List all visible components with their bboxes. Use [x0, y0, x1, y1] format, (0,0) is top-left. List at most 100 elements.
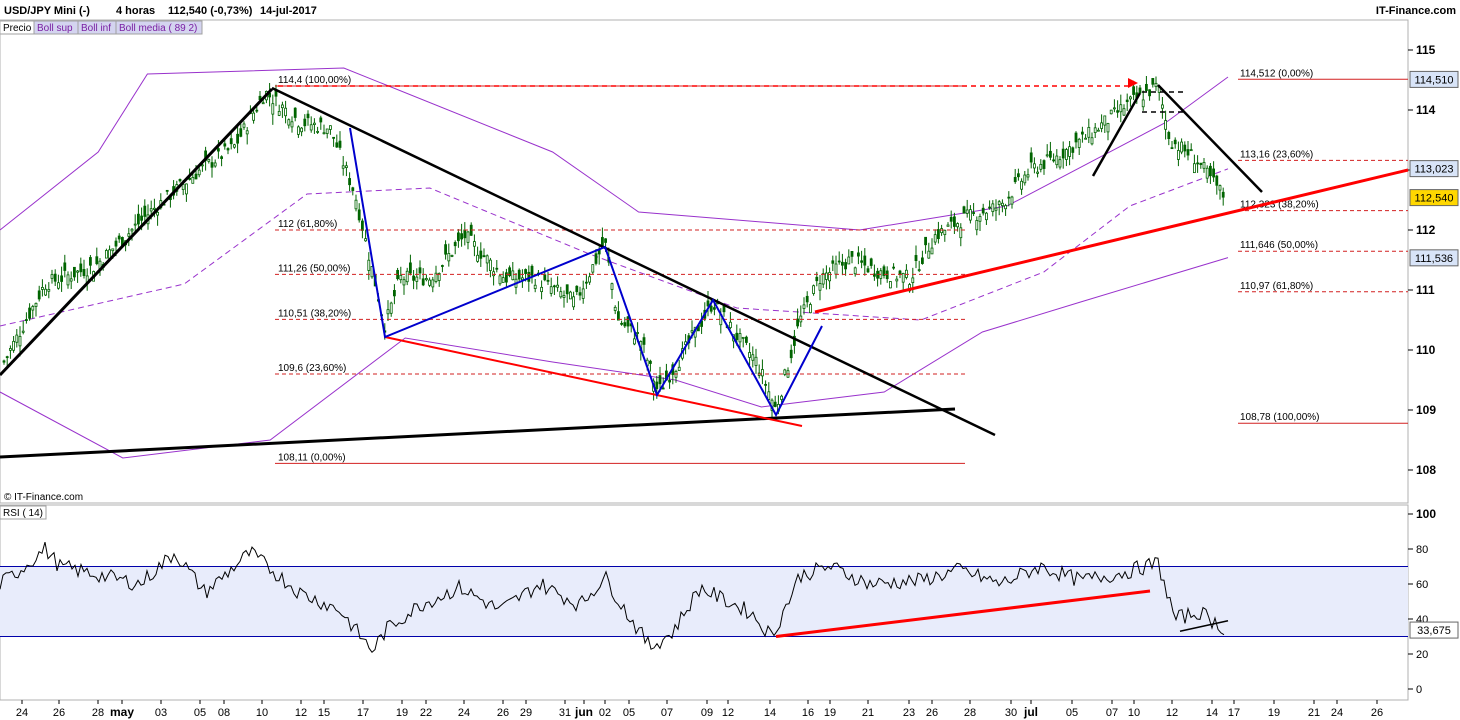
candle-body: [975, 220, 979, 231]
candle-body: [82, 269, 86, 276]
price-tag-box: [1409, 249, 1459, 267]
candle-body: [255, 109, 259, 112]
candle-body: [261, 102, 265, 105]
candle-body: [818, 283, 822, 291]
candle-body: [620, 322, 623, 325]
candle-body: [565, 284, 569, 295]
candle-body: [194, 173, 198, 180]
candle-body: [1045, 154, 1049, 157]
candle-body: [626, 316, 630, 327]
price-axis: 108109110111112113114115114,510113,02311…: [1408, 43, 1459, 477]
candle-body: [328, 125, 332, 130]
candle-body: [572, 296, 575, 308]
x-tick-label: 16: [802, 707, 814, 719]
candle-body: [156, 211, 160, 216]
candle-body: [844, 262, 847, 270]
candle-body: [930, 247, 934, 255]
rsi-red-trendline: [775, 589, 1151, 638]
candle-body: [981, 207, 985, 214]
legend-price-label: Precio: [3, 23, 32, 34]
x-tick-label: 02: [599, 707, 611, 719]
candle-body: [1132, 86, 1135, 95]
fib-right-label: 108,78 (100,00%): [1240, 412, 1320, 423]
candle-body: [873, 273, 876, 277]
rsi-label: RSI ( 14): [3, 508, 43, 519]
candle-body: [50, 274, 54, 279]
candle-body: [319, 117, 323, 123]
candle-body: [581, 288, 585, 299]
candle-body: [1199, 162, 1203, 165]
candle-body: [450, 254, 454, 257]
candle-body: [1173, 139, 1177, 145]
candle-body: [773, 401, 777, 407]
candle-body: [111, 248, 115, 252]
candle-body: [1215, 175, 1219, 186]
candle-body: [959, 227, 963, 239]
candle-body: [322, 132, 326, 135]
candle-body: [152, 207, 156, 210]
rsi-black-trendline: [1179, 620, 1229, 632]
candle-body: [47, 289, 51, 292]
candle-body: [133, 223, 137, 226]
candle-body: [882, 266, 886, 276]
price-tag-box: [1409, 189, 1459, 207]
candle-body: [1218, 185, 1222, 191]
x-tick-label: 24: [1331, 707, 1343, 719]
candle-body: [889, 281, 892, 289]
fib-left-label: 108,11 (0,00%): [278, 452, 346, 463]
candle-body: [149, 208, 153, 212]
candle-body: [1042, 160, 1046, 169]
candle-body: [34, 302, 38, 307]
legend-boll-sup-label: Boll sup: [37, 23, 73, 34]
bollinger-upper-line: [0, 67, 1229, 231]
x-tick-label: 26: [497, 707, 509, 719]
candle-body: [895, 278, 899, 282]
fib-right-label: 111,646 (50,00%): [1240, 240, 1318, 251]
x-tick-label: 14: [764, 707, 776, 719]
candle-body: [709, 305, 713, 312]
candle-body: [837, 260, 841, 263]
candle-body: [456, 232, 460, 242]
rsi-label-tab[interactable]: [0, 505, 47, 520]
candle-body: [1074, 132, 1078, 143]
legend-boll-media-tab[interactable]: [115, 20, 203, 35]
candle-body: [1221, 191, 1225, 198]
candle-body: [655, 381, 659, 390]
candle-body: [1125, 99, 1129, 103]
last-price-change: 112,540 (-0,73%): [168, 5, 253, 17]
candle-body: [633, 338, 636, 345]
x-tick-label: 19: [824, 707, 836, 719]
candle-body: [306, 113, 310, 119]
candle-body: [287, 119, 291, 126]
candle-body: [1119, 104, 1123, 113]
candle-body: [921, 257, 924, 264]
rsi-line: [0, 541, 1225, 654]
candle-body: [623, 322, 627, 327]
candle-body: [585, 281, 588, 284]
candle-body: [1151, 78, 1155, 85]
candle-body: [418, 267, 422, 274]
candle-body: [421, 278, 425, 286]
rsi-tick-label: 80: [1416, 544, 1428, 556]
candle-body: [392, 290, 396, 297]
candle-body: [783, 369, 787, 375]
candle-body: [613, 306, 617, 311]
candle-body: [325, 128, 329, 134]
candle-body: [649, 360, 652, 364]
candle-body: [809, 304, 812, 314]
chart-date: 14-jul-2017: [260, 5, 317, 17]
candle-body: [239, 128, 243, 137]
candle-body: [969, 209, 972, 221]
candle-body: [184, 183, 188, 195]
legend-boll-media-label: Boll media ( 89 2): [119, 23, 197, 34]
candle-body: [1209, 165, 1212, 177]
candle-body: [447, 253, 451, 262]
indicator-legend: Precio Boll sup Boll inf Boll media ( 89…: [0, 20, 203, 35]
candle-body: [482, 255, 486, 258]
candle-body: [604, 238, 607, 243]
candle-body: [1122, 108, 1126, 116]
trendline-black-support: [0, 407, 956, 459]
candle-body: [89, 257, 92, 266]
candle-body: [524, 269, 527, 274]
candle-body: [751, 354, 755, 361]
